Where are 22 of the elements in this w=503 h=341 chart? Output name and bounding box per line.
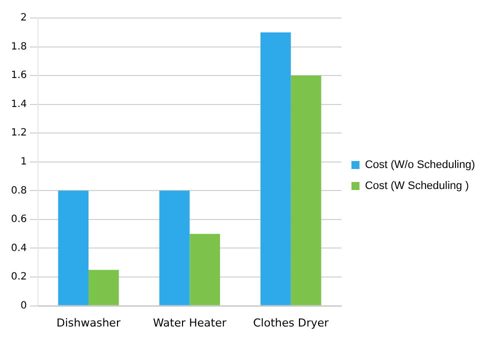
bar xyxy=(159,190,190,306)
y-tick-label: 0.6 xyxy=(10,214,27,226)
y-tick-label: 0.8 xyxy=(10,185,27,196)
y-tick-label: 1.8 xyxy=(10,41,27,52)
y-tick-label: 1 xyxy=(20,156,27,168)
y-tick-label: 1.6 xyxy=(10,70,27,82)
y-tick-label: 2 xyxy=(20,12,27,24)
y-tick-label: 1.4 xyxy=(10,98,27,110)
y-tick-label: 0.2 xyxy=(10,272,27,283)
bar xyxy=(190,234,220,306)
y-tick-label: 0.4 xyxy=(10,242,27,254)
y-tick-label: 0 xyxy=(20,300,27,312)
legend-label: Cost (W/o Scheduling) xyxy=(364,159,476,172)
bar xyxy=(88,270,119,306)
bar xyxy=(260,32,291,306)
x-tick-label: Clothes Dryer xyxy=(253,316,330,330)
legend-label: Cost (W Scheduling ) xyxy=(364,180,469,192)
bar xyxy=(58,190,88,306)
bar xyxy=(290,76,322,306)
x-tick-label: Dishwasher xyxy=(56,316,121,330)
x-tick-label: Water Heater xyxy=(152,316,227,330)
y-tick-label: 1.2 xyxy=(10,128,27,139)
